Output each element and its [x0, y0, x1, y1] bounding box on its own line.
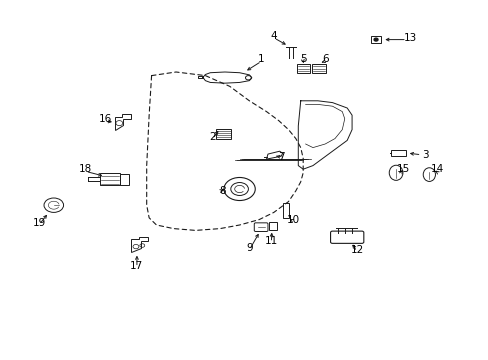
- Text: 9: 9: [245, 243, 252, 253]
- Polygon shape: [131, 237, 147, 252]
- Bar: [390, 150, 405, 156]
- Ellipse shape: [388, 165, 402, 180]
- Bar: [100, 173, 120, 185]
- FancyBboxPatch shape: [254, 223, 267, 231]
- Text: 6: 6: [321, 54, 328, 64]
- Text: 14: 14: [430, 164, 444, 174]
- Text: 2: 2: [209, 132, 216, 142]
- Text: 11: 11: [264, 236, 278, 246]
- Circle shape: [373, 38, 377, 41]
- Text: 13: 13: [403, 33, 417, 43]
- Text: 16: 16: [98, 114, 112, 124]
- Bar: [370, 36, 381, 43]
- Bar: [268, 222, 276, 230]
- Text: 4: 4: [270, 31, 277, 41]
- Text: 8: 8: [219, 186, 225, 196]
- Text: 5: 5: [299, 54, 306, 64]
- Text: 3: 3: [421, 150, 428, 160]
- Text: 19: 19: [32, 218, 46, 228]
- Bar: [216, 129, 230, 139]
- Polygon shape: [115, 114, 131, 130]
- Bar: [297, 64, 309, 73]
- Text: 17: 17: [130, 261, 143, 271]
- Text: 15: 15: [396, 164, 409, 174]
- Text: 18: 18: [79, 164, 92, 174]
- Bar: [282, 203, 289, 218]
- Text: 10: 10: [286, 215, 299, 225]
- Polygon shape: [266, 151, 282, 159]
- Ellipse shape: [422, 168, 434, 181]
- FancyBboxPatch shape: [330, 231, 363, 243]
- Text: 12: 12: [349, 245, 363, 255]
- Bar: [311, 64, 325, 73]
- Text: 7: 7: [277, 152, 284, 162]
- Bar: [120, 174, 128, 185]
- Text: 1: 1: [258, 54, 264, 64]
